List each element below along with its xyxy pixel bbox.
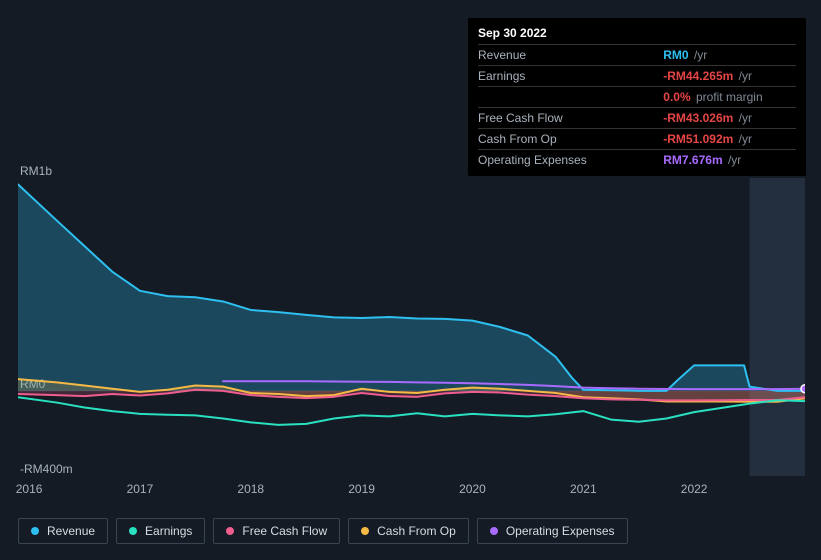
tooltip-row-label: Revenue <box>478 45 663 66</box>
tooltip-row-value: -RM43.026m /yr <box>663 108 796 129</box>
y-axis-tick: RM1b <box>20 164 52 178</box>
tooltip-row-value: RM7.676m /yr <box>663 150 796 171</box>
x-axis: 2016 2017 2018 2019 2020 2021 2022 <box>18 482 805 502</box>
legend-label: Earnings <box>145 524 192 538</box>
chart-svg <box>18 178 805 476</box>
tooltip-row-label: Cash From Op <box>478 129 663 150</box>
legend-label: Revenue <box>47 524 95 538</box>
x-axis-tick: 2018 <box>237 482 264 496</box>
legend-dot-icon <box>490 527 498 535</box>
legend-item[interactable]: Earnings <box>116 518 205 544</box>
legend-item[interactable]: Free Cash Flow <box>213 518 340 544</box>
chart-plot[interactable] <box>18 178 805 476</box>
x-axis-tick: 2017 <box>127 482 154 496</box>
tooltip-row-label: Earnings <box>478 66 663 87</box>
tooltip-row-value: -RM51.092m /yr <box>663 129 796 150</box>
tooltip-row-label: Free Cash Flow <box>478 108 663 129</box>
legend-dot-icon <box>226 527 234 535</box>
x-axis-tick: 2022 <box>681 482 708 496</box>
legend-dot-icon <box>31 527 39 535</box>
tooltip-row-value: RM0 /yr <box>663 45 796 66</box>
legend-dot-icon <box>129 527 137 535</box>
x-axis-tick: 2019 <box>348 482 375 496</box>
tooltip-row-value: 0.0% profit margin <box>663 87 796 108</box>
legend-item[interactable]: Operating Expenses <box>477 518 628 544</box>
tooltip-row-value: -RM44.265m /yr <box>663 66 796 87</box>
x-axis-tick: 2020 <box>459 482 486 496</box>
legend-dot-icon <box>361 527 369 535</box>
legend-label: Free Cash Flow <box>242 524 327 538</box>
legend-item[interactable]: Revenue <box>18 518 108 544</box>
legend-item[interactable]: Cash From Op <box>348 518 469 544</box>
legend-label: Cash From Op <box>377 524 456 538</box>
legend-label: Operating Expenses <box>506 524 615 538</box>
x-axis-tick: 2016 <box>16 482 43 496</box>
tooltip-row-label: Operating Expenses <box>478 150 663 171</box>
tooltip-date: Sep 30 2022 <box>478 24 796 42</box>
legend: Revenue Earnings Free Cash Flow Cash From O… <box>18 518 628 544</box>
chart-tooltip: Sep 30 2022 RevenueRM0 /yrEarnings-RM44.… <box>468 18 806 176</box>
tooltip-row-label <box>478 87 663 108</box>
tooltip-table: RevenueRM0 /yrEarnings-RM44.265m /yr0.0%… <box>478 44 796 170</box>
x-axis-tick: 2021 <box>570 482 597 496</box>
